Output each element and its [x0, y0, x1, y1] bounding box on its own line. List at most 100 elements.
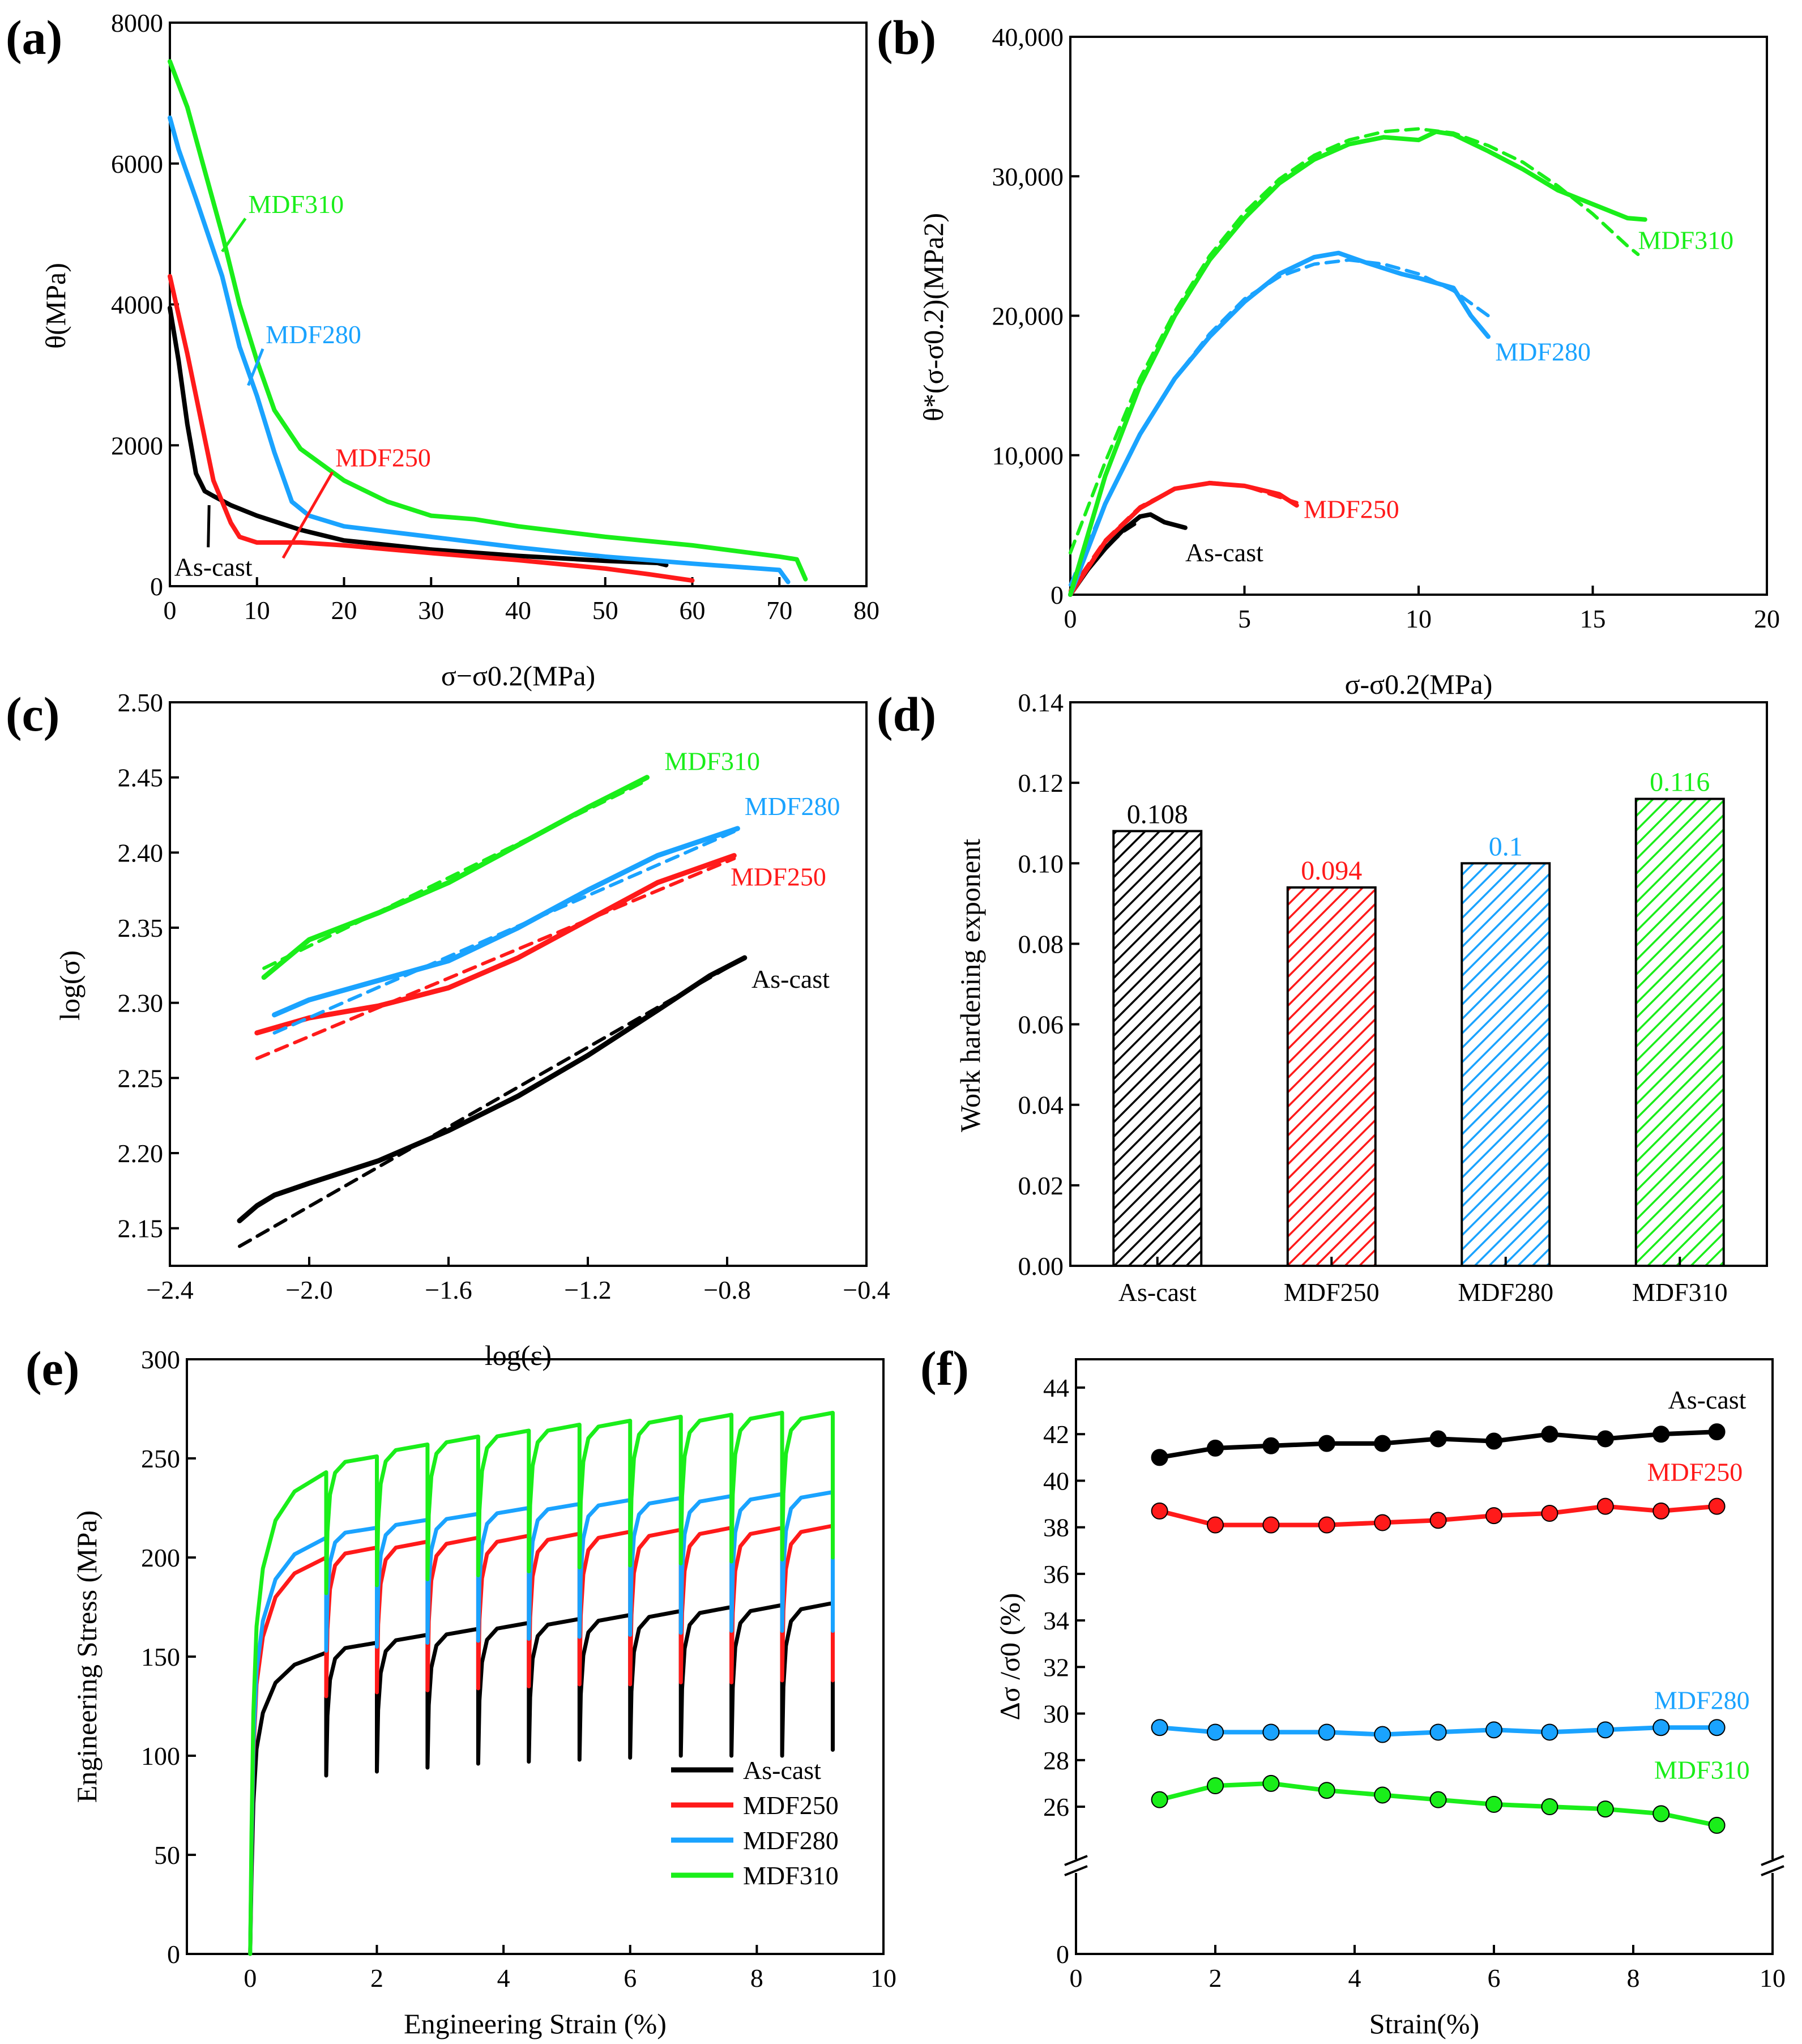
data-point-mdf250 [1318, 1516, 1335, 1534]
x-axis-label: log(ε) [485, 1339, 552, 1371]
bar-mdf310 [1634, 797, 1725, 1267]
x-tick-label-e: 6 [624, 1964, 637, 1992]
y-tick-label-f: 26 [1043, 1793, 1069, 1821]
x-tick-label-b: 15 [1580, 604, 1606, 633]
axis-break-mark [1761, 1855, 1784, 1866]
panel-label-d: (d) [877, 687, 936, 741]
series-label: As-cast [1185, 538, 1263, 567]
x-category-label: As-cast [1118, 1278, 1197, 1307]
data-point-mdf250 [1596, 1497, 1614, 1515]
data-point-mdf250 [1374, 1514, 1391, 1531]
y-tick-label-d: 0.06 [1018, 1010, 1064, 1039]
x-tick-label-c: −0.4 [843, 1275, 890, 1304]
series-line-mdf310 [1068, 129, 1647, 597]
x-tick-label-c: −1.6 [425, 1275, 472, 1304]
y-axis-label: Engineering Stress (MPa) [71, 1510, 103, 1803]
x-tick-label-f: 6 [1488, 1964, 1501, 1992]
data-point-mdf280 [1596, 1721, 1614, 1739]
fit-line-mdf310 [262, 779, 649, 970]
data-point-mdf310 [1151, 1791, 1168, 1808]
y-tick-label-f: 28 [1043, 1746, 1069, 1775]
x-axis-label: Engineering Strain (%) [404, 2008, 667, 2039]
y-tick-label-d: 0.02 [1018, 1171, 1064, 1200]
annotation-label: MDF250 [335, 443, 431, 472]
y-tick-label-f: 40 [1043, 1466, 1069, 1495]
y-tick-label-f: 30 [1043, 1700, 1069, 1729]
series-line-mdf250 [254, 853, 737, 1036]
data-point-as-cast [1429, 1430, 1447, 1448]
x-tick-label-e: 8 [750, 1964, 763, 1992]
y-tick-label-c: 2.50 [118, 688, 164, 717]
series-label: As-cast [751, 965, 830, 993]
annotation-label: As-cast [174, 552, 253, 581]
data-point-as-cast [1374, 1435, 1391, 1452]
y-tick-label-a: 0 [150, 572, 163, 601]
x-category-label: MDF280 [1458, 1278, 1553, 1307]
y-tick-label-d: 0.04 [1018, 1091, 1064, 1120]
x-tick-label-a: 50 [592, 596, 618, 625]
bar-as-cast [1112, 830, 1203, 1267]
y-tick-label-b: 10,000 [992, 441, 1064, 470]
data-point-as-cast [1708, 1423, 1726, 1441]
y-axis-label: Δσ /σ0 (%) [994, 1593, 1026, 1721]
x-axis-label: σ−σ0.2(MPa) [441, 660, 595, 692]
fit-line-mdf250 [1069, 480, 1299, 592]
data-point-mdf310 [1318, 1782, 1335, 1799]
y-tick-label-b: 40,000 [992, 23, 1064, 52]
y-tick-label-a: 8000 [111, 8, 163, 37]
x-tick-label-a: 10 [244, 596, 270, 625]
panel-b-theta-times-stress: 0 5 10 15 20 0 10,000 20,000 30,000 40,000 MDF310 M… [917, 23, 1780, 700]
data-point-as-cast [1318, 1435, 1335, 1452]
data-point-mdf280 [1318, 1723, 1335, 1741]
series-label: MDF310 [1654, 1756, 1750, 1785]
axis-break-mark [1761, 1865, 1784, 1876]
data-point-mdf280 [1429, 1723, 1447, 1741]
data-point-mdf250 [1708, 1497, 1726, 1515]
data-point-mdf280 [1708, 1719, 1726, 1736]
x-tick-label-e: 0 [244, 1964, 257, 1992]
plot-frame-d [1069, 701, 1768, 1267]
data-point-mdf310 [1262, 1774, 1280, 1792]
data-point-mdf250 [1262, 1516, 1280, 1534]
x-tick-label-c: −1.2 [564, 1275, 611, 1304]
data-point-mdf250 [1485, 1507, 1502, 1525]
fit-line-mdf280 [1069, 258, 1490, 587]
bar-mdf250 [1286, 886, 1377, 1267]
y-tick-label-b: 20,000 [992, 302, 1064, 331]
x-tick-label-e: 4 [497, 1964, 510, 1992]
y-tick-label-d: 0.10 [1018, 849, 1064, 878]
series-line-mdf280 [272, 826, 740, 1018]
y-tick-label-e: 50 [154, 1841, 180, 1870]
series-line-mdf280 [1068, 250, 1491, 597]
x-tick-label-a: 60 [680, 596, 706, 625]
x-tick-label-b: 5 [1238, 604, 1251, 633]
series-label: MDF250 [731, 863, 826, 891]
x-tick-label-b: 10 [1406, 604, 1432, 633]
y-tick-label-e: 200 [141, 1543, 180, 1572]
bar-value-label: 0.1 [1489, 831, 1523, 861]
y-tick-label-f: 0 [1056, 1940, 1069, 1969]
y-tick-label-d: 0.12 [1018, 769, 1064, 797]
x-tick-label-c: −0.8 [703, 1275, 750, 1304]
axis-break-mark [1064, 1855, 1088, 1866]
y-tick-label-e: 300 [141, 1345, 180, 1374]
bar-value-label: 0.094 [1301, 856, 1362, 886]
annotation-label: MDF280 [266, 320, 361, 349]
data-point-as-cast [1541, 1426, 1558, 1443]
data-point-mdf310 [1429, 1791, 1447, 1808]
data-point-mdf250 [1207, 1516, 1224, 1534]
series-label: MDF280 [745, 792, 840, 821]
y-tick-label-e: 0 [167, 1940, 180, 1969]
bar-value-label: 0.116 [1650, 767, 1710, 797]
y-tick-label-e: 250 [141, 1444, 180, 1473]
series-line-mdf310 [261, 775, 650, 980]
data-point-mdf310 [1374, 1786, 1391, 1804]
x-tick-label-a: 0 [164, 596, 177, 625]
x-tick-label-f: 2 [1209, 1964, 1222, 1992]
data-point-mdf280 [1652, 1719, 1670, 1736]
x-axis-label: Strain(%) [1369, 2008, 1479, 2039]
y-tick-label-e: 100 [141, 1742, 180, 1770]
y-tick-label-c: 2.45 [118, 763, 164, 792]
y-tick-label-f: 34 [1043, 1606, 1069, 1635]
